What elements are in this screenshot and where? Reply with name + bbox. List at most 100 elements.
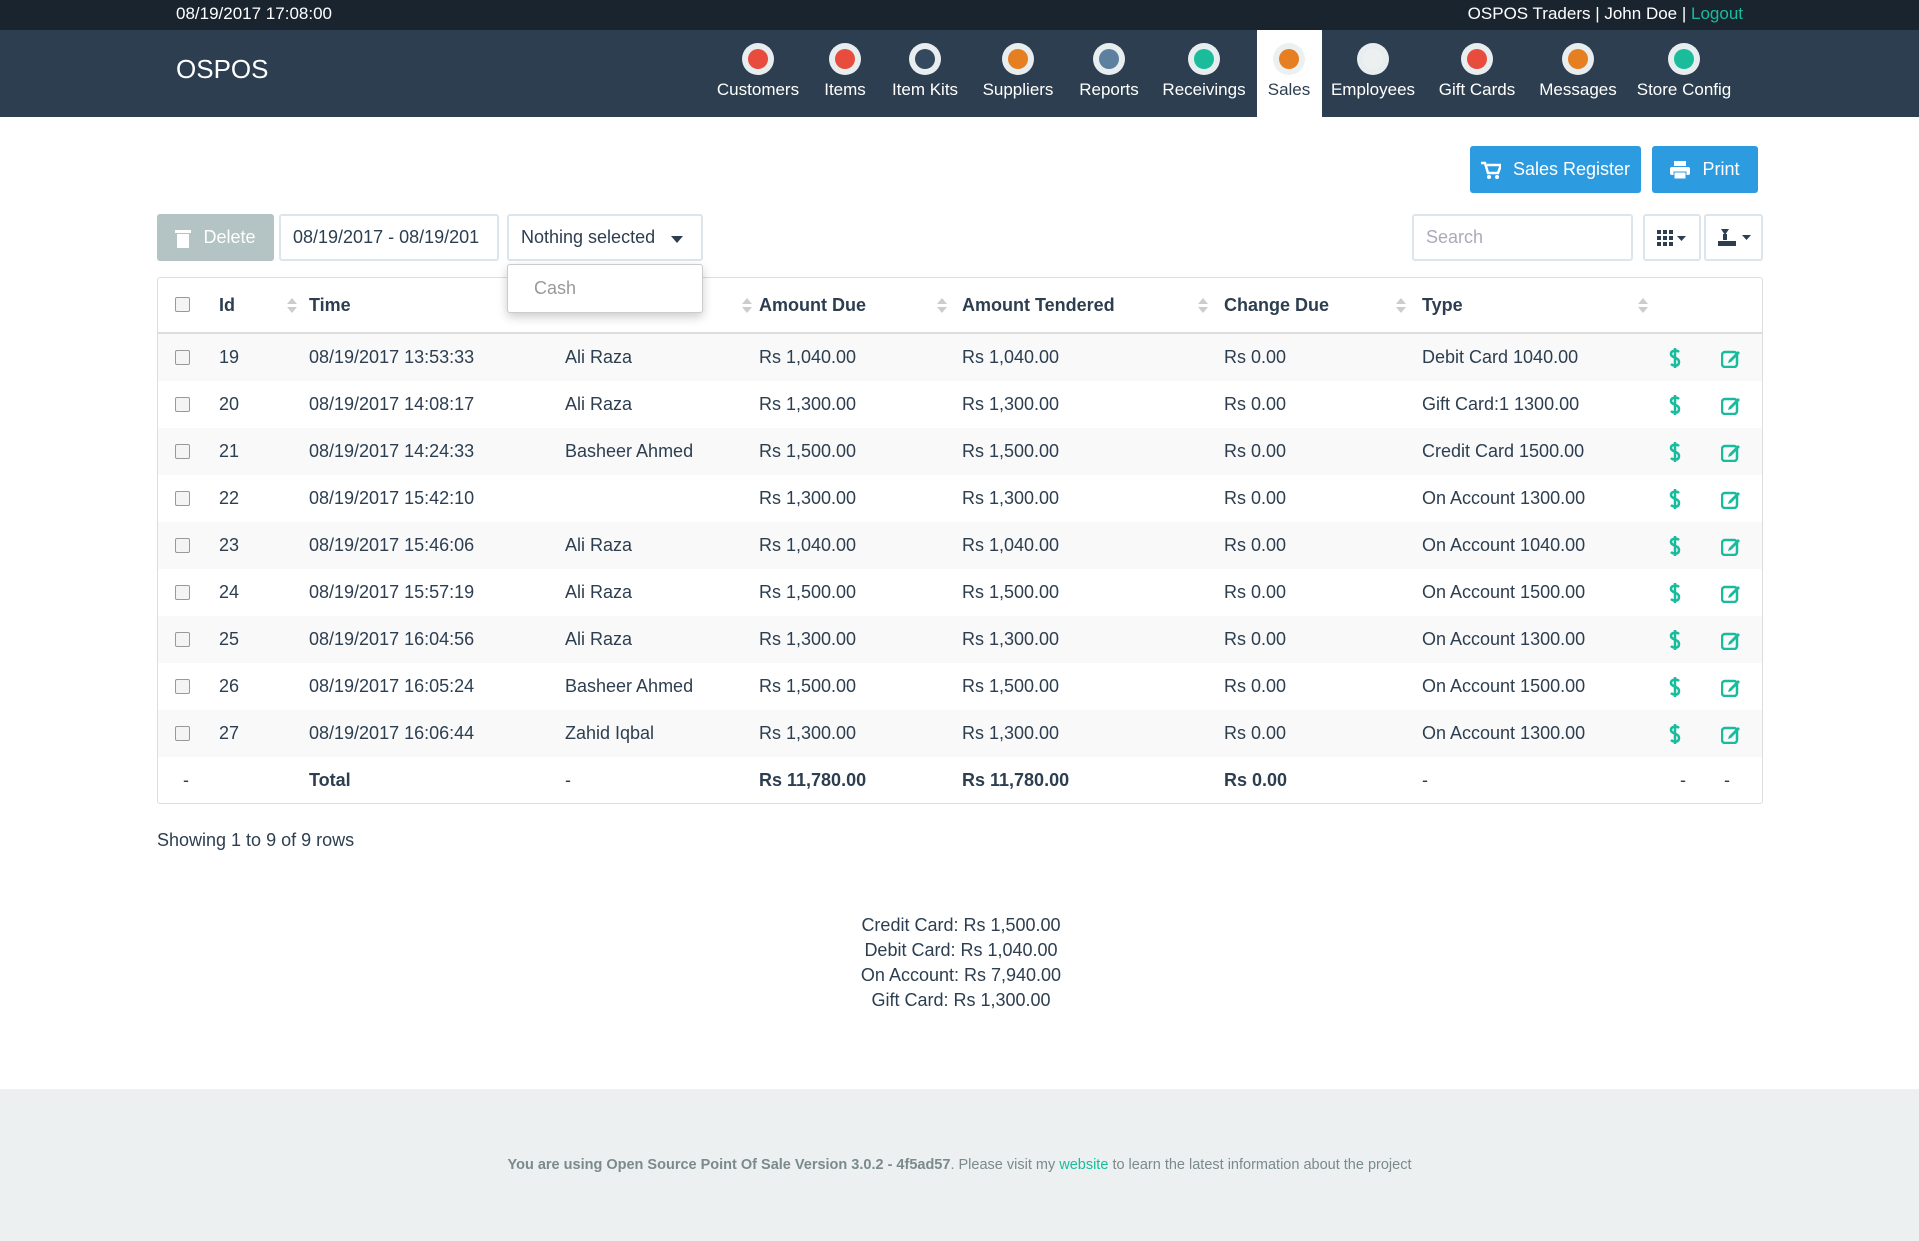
summary-line: Debit Card: Rs 1,040.00 — [864, 940, 1058, 960]
edit-glyph — [1720, 632, 1740, 651]
option[interactable]: Cash — [534, 278, 577, 298]
search-input[interactable]: Search — [1412, 214, 1633, 261]
column-header[interactable]: Amount Due — [759, 295, 866, 315]
logout-link[interactable]: Logout — [1691, 4, 1743, 23]
nav-icon — [742, 43, 774, 75]
cell: 23 — [219, 535, 240, 555]
select-all-checkbox[interactable] — [175, 297, 190, 312]
nav-item[interactable]: Suppliers — [963, 30, 1073, 117]
sort-icon — [937, 298, 947, 304]
website-link[interactable]: website — [1059, 1157, 1109, 1173]
payment-icon[interactable] — [1668, 334, 1682, 381]
edit-glyph — [1720, 538, 1740, 557]
row-checkbox[interactable] — [175, 397, 190, 412]
edit-icon[interactable] — [1720, 536, 1741, 561]
cell: Rs 0.00 — [1224, 676, 1287, 696]
cell: On Account 1300.00 — [1422, 723, 1586, 743]
cell: Rs 1,500.00 — [759, 676, 857, 696]
payment-icon[interactable] — [1668, 616, 1682, 663]
column-header[interactable]: Amount Tendered — [962, 295, 1115, 315]
nav-item[interactable]: Customers — [703, 30, 813, 117]
payment-icon[interactable] — [1668, 475, 1682, 522]
payment-icon[interactable] — [1668, 522, 1682, 569]
cell: Rs 0.00 — [1224, 629, 1287, 649]
edit-icon[interactable] — [1720, 442, 1741, 467]
nav-label: Store Config — [1636, 80, 1732, 99]
export-button[interactable] — [1704, 214, 1763, 261]
nav-icon — [909, 43, 941, 75]
row-checkbox[interactable] — [175, 538, 190, 553]
nav-item[interactable]: Item Kits — [870, 30, 980, 117]
cell: 08/19/2017 15:46:06 — [309, 535, 475, 555]
sales-register-button[interactable]: Sales Register — [1470, 146, 1641, 193]
print-button[interactable]: Print — [1652, 146, 1758, 193]
payment-icon[interactable] — [1668, 569, 1682, 616]
edit-icon[interactable] — [1720, 724, 1741, 749]
edit-icon[interactable] — [1720, 630, 1741, 655]
payment-icon[interactable] — [1668, 381, 1682, 428]
top-bar: 08/19/2017 17:08:00 OSPOS Traders | John… — [0, 0, 1919, 30]
total-cell: Total — [309, 770, 351, 790]
cell: Basheer Ahmed — [565, 676, 694, 696]
edit-icon[interactable] — [1720, 677, 1741, 702]
nav-item[interactable]: Reports — [1054, 30, 1164, 117]
cell: 08/19/2017 15:57:19 — [309, 582, 475, 602]
filter-select[interactable]: Nothing selected — [507, 214, 703, 261]
cell: Gift Card:1 1300.00 — [1422, 394, 1580, 414]
edit-icon[interactable] — [1720, 348, 1741, 373]
cell: 26 — [219, 676, 240, 696]
date-range-input[interactable]: 08/19/2017 - 08/19/201 — [279, 214, 499, 261]
cell: Rs 1,040.00 — [759, 347, 857, 367]
row-checkbox[interactable] — [175, 726, 190, 741]
row-checkbox[interactable] — [175, 444, 190, 459]
payment-icon[interactable] — [1668, 428, 1682, 475]
nav-item[interactable]: Messages — [1523, 30, 1633, 117]
payment-icon[interactable] — [1668, 710, 1682, 757]
nav-item[interactable]: Store Config — [1629, 30, 1739, 117]
row-checkbox[interactable] — [175, 491, 190, 506]
nav-item[interactable]: Receivings — [1149, 30, 1259, 117]
cell: On Account 1500.00 — [1422, 676, 1586, 696]
nav-icon — [1002, 43, 1034, 75]
sort-icon — [287, 307, 297, 313]
columns-button[interactable] — [1643, 214, 1701, 261]
edit-glyph — [1720, 726, 1740, 745]
nav-icon — [1273, 43, 1305, 75]
summary-line: On Account: Rs 7,940.00 — [860, 965, 1062, 985]
cell: 08/19/2017 14:08:17 — [309, 394, 475, 414]
label: Delete — [203, 227, 256, 247]
row-checkbox[interactable] — [175, 350, 190, 365]
label: Print — [1702, 159, 1740, 179]
edit-icon[interactable] — [1720, 583, 1741, 608]
row-checkbox[interactable] — [175, 632, 190, 647]
nav-item[interactable]: Items — [790, 30, 900, 117]
nav-item[interactable]: Employees — [1318, 30, 1428, 117]
column-header[interactable]: Change Due — [1224, 295, 1330, 315]
column-header[interactable]: Id — [219, 295, 235, 315]
column-header[interactable]: Type — [1422, 295, 1463, 315]
table-row: 27 08/19/2017 16:06:44 Zahid Iqbal Rs 1,300… — [158, 710, 1762, 757]
nav-icon-inner — [915, 49, 935, 69]
total-cell: Rs 0.00 — [1224, 770, 1288, 790]
cell: 08/19/2017 16:04:56 — [309, 629, 475, 649]
cart-icon — [1480, 161, 1501, 179]
edit-icon[interactable] — [1720, 395, 1741, 420]
nav-label: Item Kits — [891, 80, 959, 99]
nav-item[interactable]: Gift Cards — [1422, 30, 1532, 117]
sort-icon — [1198, 307, 1208, 313]
payment-icon[interactable] — [1668, 663, 1682, 710]
column-header[interactable]: Time — [309, 295, 351, 315]
nav-item[interactable]: Sales — [1256, 30, 1322, 117]
row-checkbox[interactable] — [175, 679, 190, 694]
delete-button[interactable]: Delete — [157, 214, 274, 261]
sort-icon — [1638, 298, 1648, 304]
total-row: - Total - Rs 11,780.00 Rs 11,780.00 Rs 0.00 - -… — [158, 757, 1762, 804]
edit-glyph — [1720, 491, 1740, 510]
cell: Credit Card 1500.00 — [1422, 441, 1585, 461]
edit-icon[interactable] — [1720, 489, 1741, 514]
row-checkbox[interactable] — [175, 585, 190, 600]
cell: Rs 1,300.00 — [962, 488, 1060, 508]
cell: 27 — [219, 723, 240, 743]
brand[interactable]: OSPOS — [176, 54, 269, 84]
cell: 08/19/2017 14:24:33 — [309, 441, 475, 461]
